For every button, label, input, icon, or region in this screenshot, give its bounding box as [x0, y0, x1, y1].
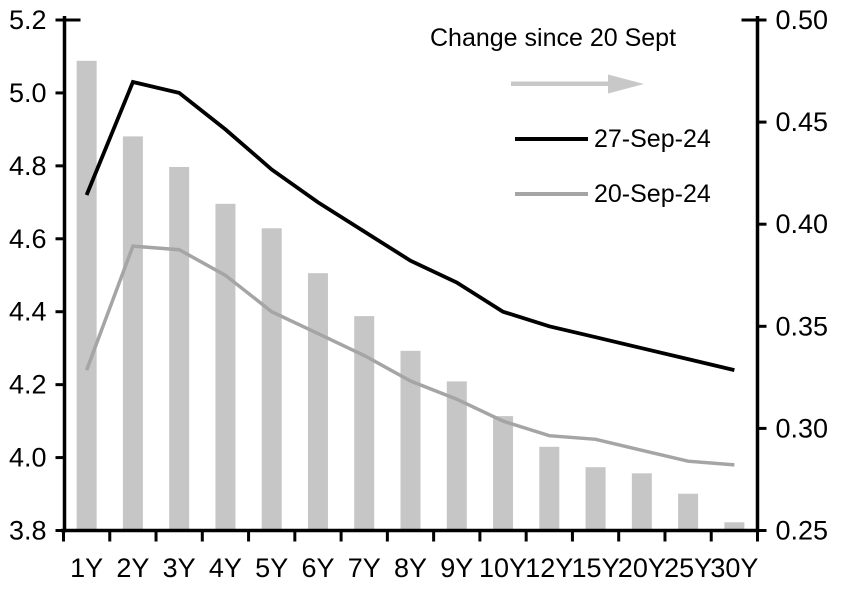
right-axis-label-0.25: 0.25 [776, 516, 829, 546]
left-axis-label-5.2: 5.2 [9, 5, 47, 35]
right-axis-label-0.50: 0.50 [776, 5, 829, 35]
bar-2Y [122, 136, 143, 531]
x-axis-label-2Y: 2Y [116, 553, 149, 583]
line-swatch-27-sep-24 [515, 137, 588, 141]
bar-20Y [631, 473, 652, 531]
line-27-Sep-24 [84, 79, 735, 372]
x-axis-label-20Y: 20Y [618, 553, 666, 583]
change-right-arrow-icon [511, 74, 644, 94]
bar-25Y [678, 493, 699, 531]
legend-title-change-since: Change since 20 Sept [430, 24, 677, 52]
x-axis-label-4Y: 4Y [209, 553, 242, 583]
left-axis-label-3.8: 3.8 [9, 516, 47, 546]
bar-9Y [446, 381, 467, 531]
left-axis-label-5.0: 5.0 [9, 78, 47, 108]
bar-4Y [215, 203, 236, 531]
bar-30Y [724, 522, 745, 531]
bar-1Y [76, 60, 97, 531]
bar-8Y [400, 350, 421, 531]
left-axis-label-4.4: 4.4 [9, 297, 47, 327]
bar-15Y [585, 467, 606, 531]
x-axis-label-9Y: 9Y [440, 553, 473, 583]
left-axis-label-4.8: 4.8 [9, 151, 47, 181]
legend-label-27-sep-24: 27-Sep-24 [594, 124, 711, 153]
right-axis-label-0.35: 0.35 [776, 311, 829, 341]
bar-10Y [493, 416, 514, 531]
line-swatch-20-sep-24 [515, 192, 588, 196]
arrow-shaft [511, 81, 611, 86]
line-20-Sep-24 [84, 244, 735, 467]
right-axis-label-0.40: 0.40 [776, 209, 829, 239]
arrow-head [608, 74, 644, 94]
legend-entry-27-sep-24: 27-Sep-24 [515, 124, 711, 154]
bar-7Y [354, 316, 375, 531]
bar-3Y [169, 167, 190, 531]
left-axis-label-4.6: 4.6 [9, 224, 47, 254]
x-axis-label-5Y: 5Y [255, 553, 288, 583]
x-axis-label-1Y: 1Y [70, 553, 103, 583]
x-axis-label-12Y: 12Y [525, 553, 573, 583]
legend-entry-20-sep-24: 20-Sep-24 [515, 179, 711, 209]
right-axis-label-0.45: 0.45 [776, 107, 829, 137]
x-axis-label-10Y: 10Y [479, 553, 527, 583]
x-axis-label-7Y: 7Y [348, 553, 381, 583]
x-axis-label-6Y: 6Y [301, 553, 334, 583]
bar-12Y [539, 446, 560, 531]
x-axis-label-30Y: 30Y [710, 553, 758, 583]
bar-6Y [307, 273, 328, 531]
x-axis-label-8Y: 8Y [394, 553, 427, 583]
left-axis-label-4.2: 4.2 [9, 370, 47, 400]
right-axis-label-0.30: 0.30 [776, 413, 829, 443]
x-axis-label-3Y: 3Y [163, 553, 196, 583]
x-axis-label-15Y: 15Y [572, 553, 620, 583]
bar-5Y [261, 228, 282, 531]
x-axis-label-25Y: 25Y [664, 553, 712, 583]
legend-label-20-sep-24: 20-Sep-24 [594, 179, 711, 208]
left-axis-label-4.0: 4.0 [9, 443, 47, 473]
